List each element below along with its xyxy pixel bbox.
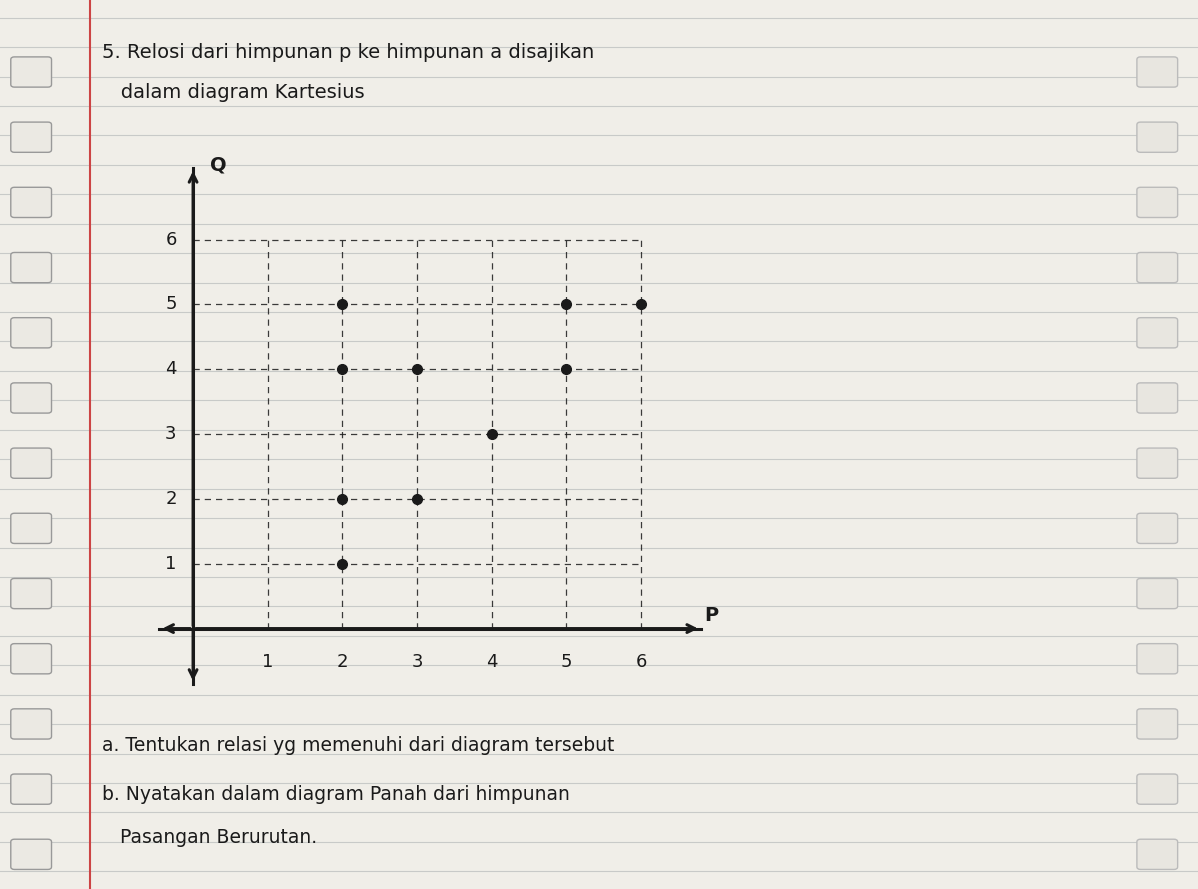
Text: 6: 6 [165, 230, 176, 249]
Text: 5: 5 [165, 295, 176, 313]
Text: b. Nyatakan dalam diagram Panah dari himpunan: b. Nyatakan dalam diagram Panah dari him… [102, 785, 570, 804]
Text: Q: Q [210, 156, 226, 174]
Text: 3: 3 [165, 425, 176, 443]
Text: 3: 3 [411, 653, 423, 671]
Text: 1: 1 [165, 555, 176, 573]
Text: 4: 4 [165, 360, 176, 378]
Text: 6: 6 [635, 653, 647, 671]
Text: 5. Relosi dari himpunan p ke himpunan a disajikan: 5. Relosi dari himpunan p ke himpunan a … [102, 43, 594, 61]
Text: 2: 2 [337, 653, 349, 671]
Text: a. Tentukan relasi yg memenuhi dari diagram tersebut: a. Tentukan relasi yg memenuhi dari diag… [102, 736, 615, 755]
Text: P: P [704, 606, 719, 625]
Text: 4: 4 [486, 653, 497, 671]
Text: dalam diagram Kartesius: dalam diagram Kartesius [102, 83, 364, 101]
Text: 1: 1 [262, 653, 273, 671]
Text: Pasangan Berurutan.: Pasangan Berurutan. [102, 828, 317, 846]
Text: 2: 2 [165, 490, 176, 508]
Text: 5: 5 [561, 653, 573, 671]
